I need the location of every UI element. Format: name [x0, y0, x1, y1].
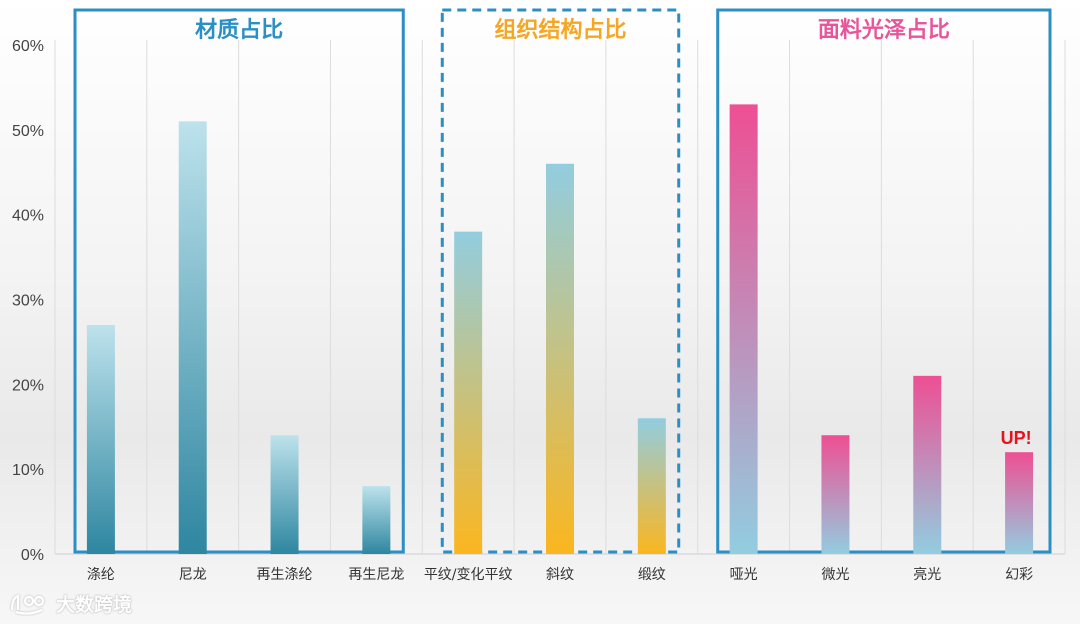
group-title: 组织结构占比	[494, 17, 626, 43]
x-tick-label: 缎纹	[638, 567, 666, 583]
bar-斜纹	[546, 163, 574, 554]
group-title: 面料光泽占比	[818, 18, 950, 43]
x-tick-label: 斜纹	[546, 567, 574, 583]
x-tick-label: 再生尼龙	[348, 567, 404, 583]
y-tick-label: 20%	[12, 377, 44, 394]
y-tick-label: 60%	[12, 38, 44, 55]
gridlines	[54, 40, 1066, 554]
bars	[86, 104, 1034, 554]
bar-亮光	[913, 375, 942, 554]
bar-微光	[821, 435, 850, 554]
x-tick-label: 涤纶	[87, 567, 115, 583]
bar-平纹/变化平纹	[454, 231, 483, 554]
bar-尼龙	[178, 121, 207, 554]
x-tick-label: 幻彩	[1005, 567, 1033, 583]
watermark: 大数跨境	[8, 588, 132, 618]
watermark-text: 大数跨境	[56, 593, 133, 616]
annotations: UP!	[1001, 428, 1032, 448]
y-tick-label: 30%	[12, 293, 44, 310]
x-tick-label: 亮光	[913, 566, 941, 583]
x-tick-label: 平纹/变化平纹	[424, 567, 513, 583]
bar-哑光	[729, 104, 758, 554]
x-axis-labels: 涤纶 尼龙 再生涤纶 再生尼龙 平纹/变化平纹 斜纹 缎纹 哑光 微光 亮光 幻彩	[87, 566, 1033, 583]
y-axis: 0% 10% 20% 30% 40% 50% 60%	[12, 38, 1065, 564]
bar-缎纹	[637, 418, 666, 554]
x-tick-label: 尼龙	[179, 567, 207, 583]
x-tick-label: 哑光	[730, 567, 758, 583]
x-tick-label: 微光	[821, 567, 849, 583]
bar-涤纶	[86, 324, 115, 554]
y-tick-label: 50%	[12, 123, 44, 140]
annotation-label: UP!	[1001, 428, 1032, 448]
bar-再生尼龙	[362, 486, 391, 554]
group-title: 材质占比	[195, 18, 283, 43]
group-frames: 材质占比 组织结构占比 面料光泽占比	[73, 8, 1052, 554]
bar-再生涤纶	[270, 435, 299, 554]
watermark-logo-icon	[10, 594, 45, 615]
group-frame	[73, 8, 405, 554]
group-frame	[716, 8, 1052, 554]
y-tick-label: 40%	[12, 208, 44, 225]
y-tick-label: 10%	[12, 462, 44, 479]
y-tick-label: 0%	[21, 547, 44, 564]
bar-幻彩	[1005, 452, 1034, 554]
x-tick-label: 再生涤纶	[257, 567, 313, 583]
